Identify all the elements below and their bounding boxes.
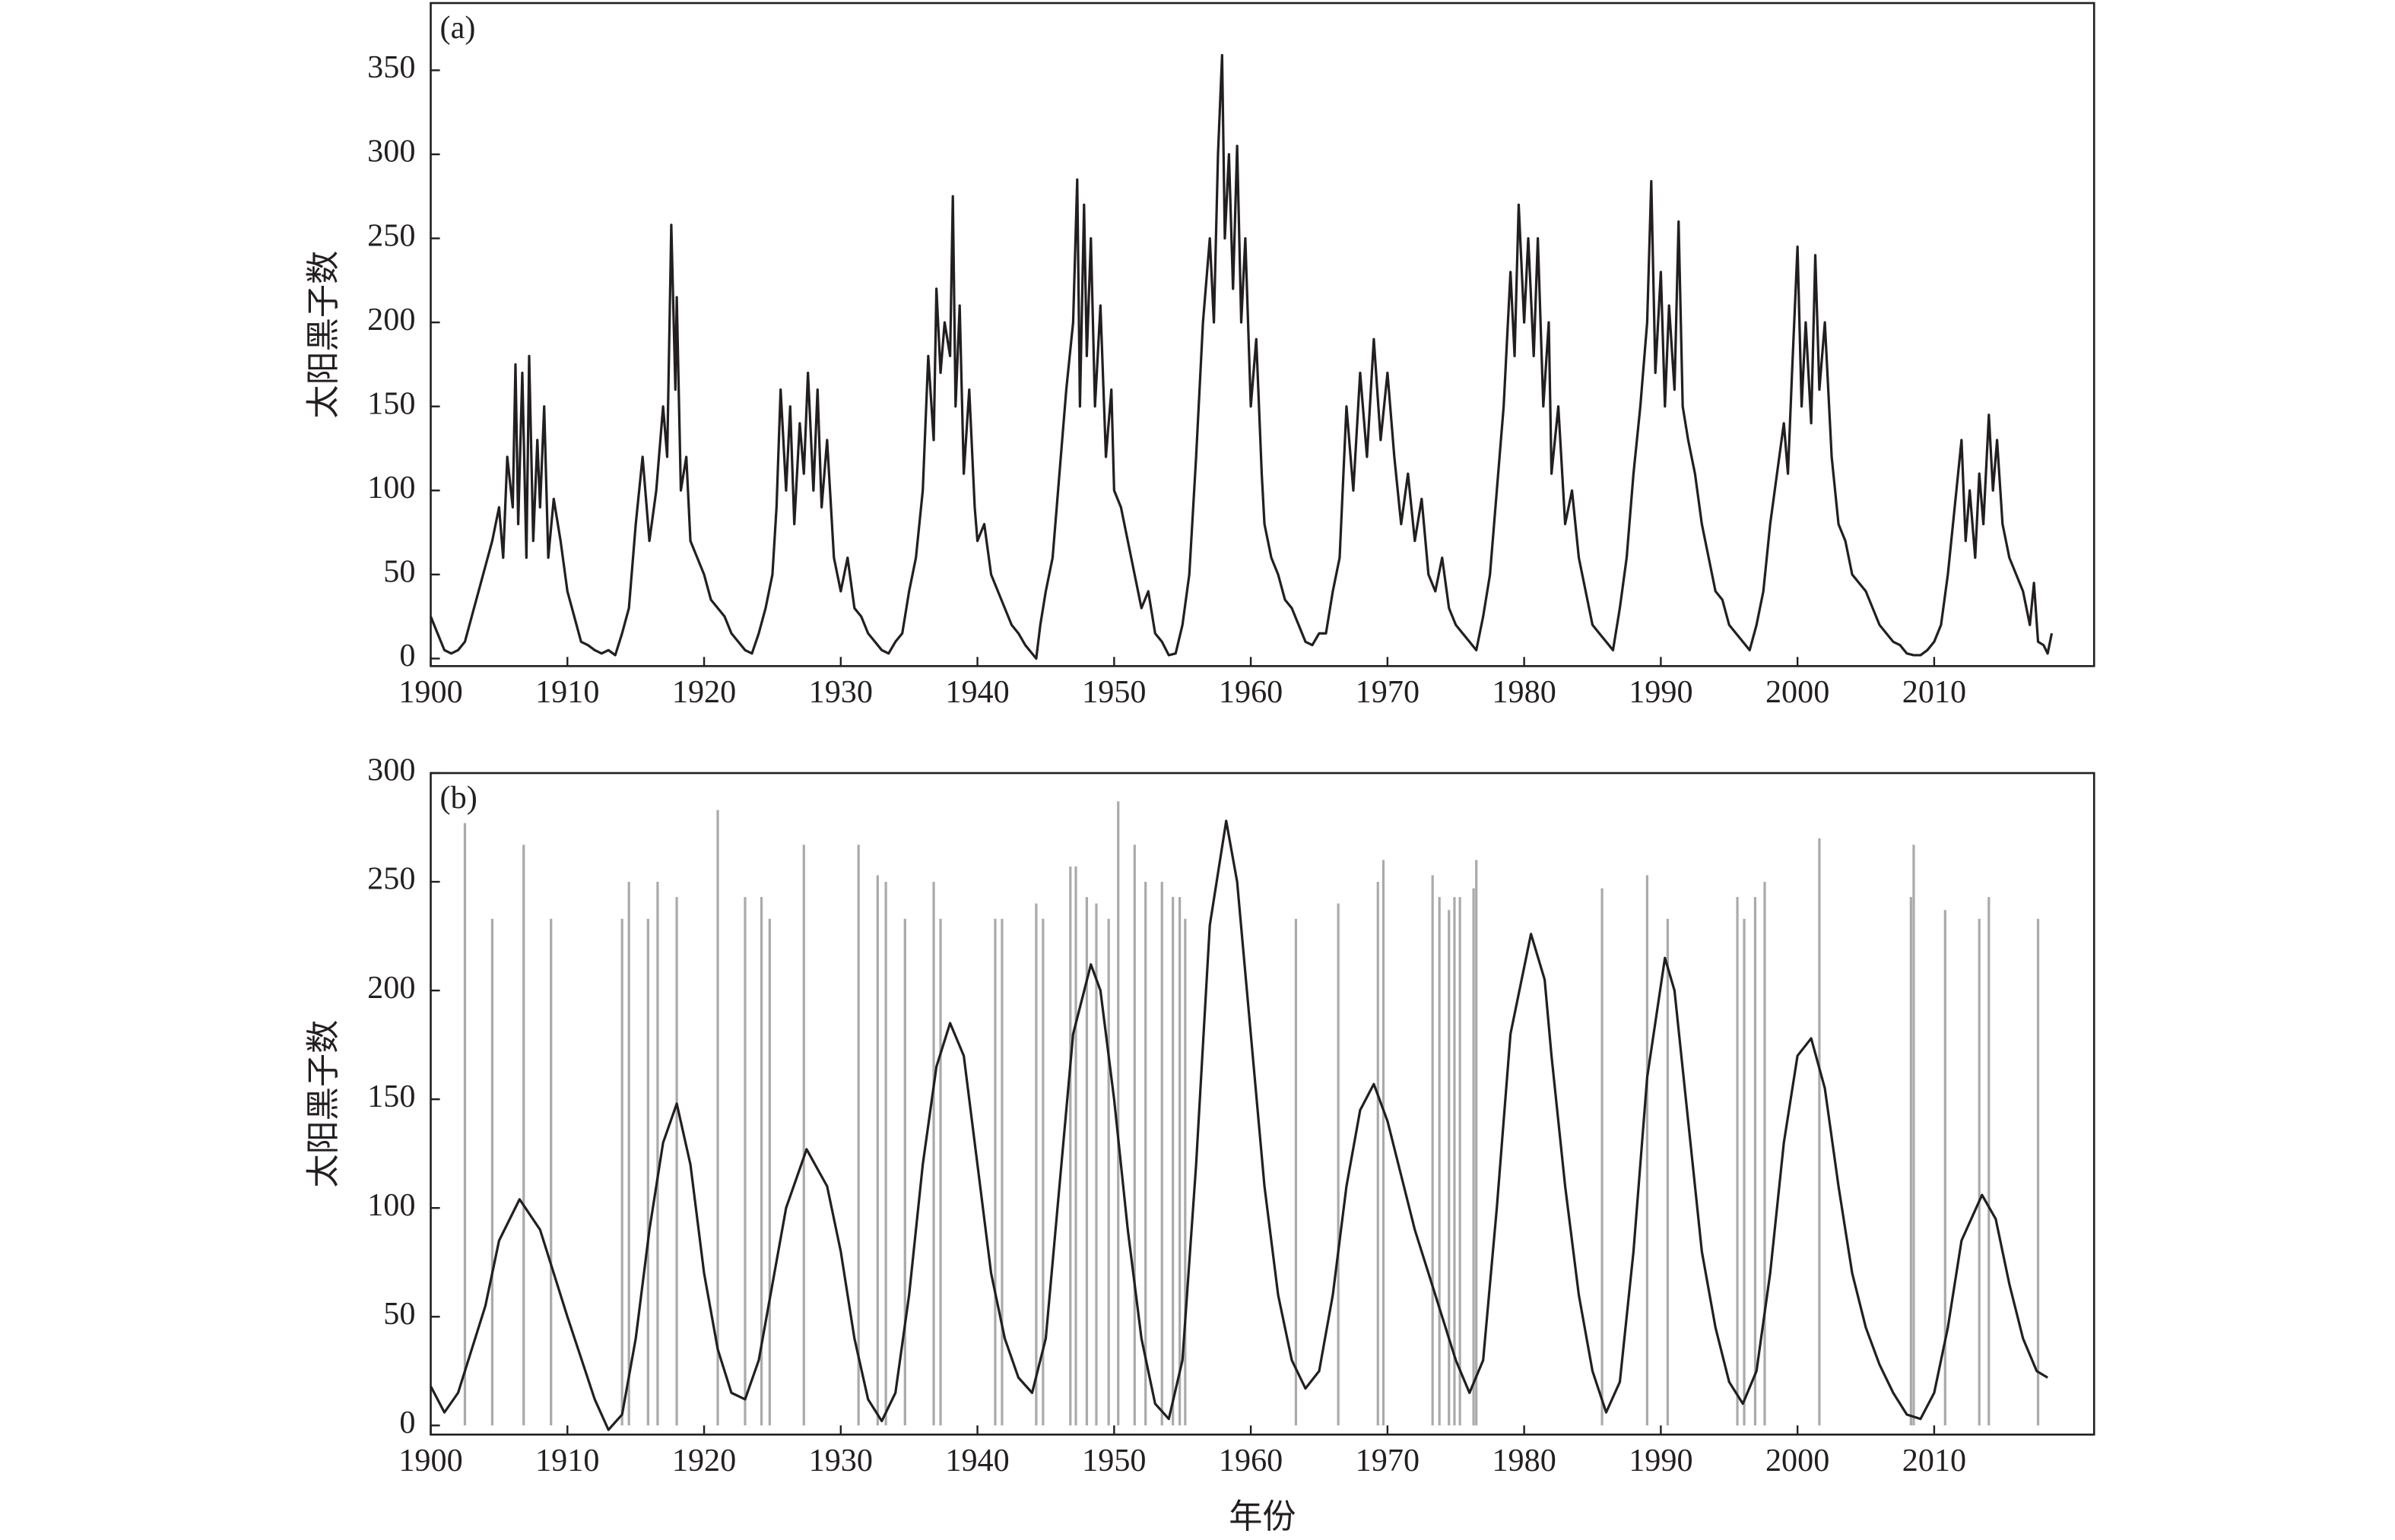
y-tick-label: 100	[367, 470, 415, 505]
y-tick-label: 100	[367, 1187, 415, 1223]
panel: 0 50 100 150 200 250 300 1900 1910 1920 1930 1940 19…	[304, 753, 2095, 1536]
x-tick-label: 1960	[1219, 1443, 1283, 1478]
x-tick-label: 1950	[1082, 674, 1146, 710]
panel-label: (a)	[440, 10, 476, 46]
x-tick-label: 2010	[1902, 674, 1966, 710]
y-tick-label: 150	[367, 385, 415, 421]
x-tick-label: 1900	[398, 1443, 462, 1478]
x-tick-label: 1990	[1629, 674, 1692, 710]
x-tick-label: 1980	[1492, 1443, 1556, 1478]
x-tick-label: 1940	[945, 674, 1009, 710]
x-tick-label: 1910	[535, 674, 599, 710]
y-tick-label: 50	[383, 553, 415, 589]
x-tick-label: 1900	[398, 674, 462, 710]
plot-frame	[430, 772, 2095, 1436]
y-tick-label: 50	[383, 1296, 415, 1332]
x-tick-label: 1970	[1356, 674, 1420, 710]
y-tick-label: 200	[367, 302, 415, 337]
x-tick-label: 1970	[1356, 1443, 1420, 1478]
x-tick-label: 1980	[1492, 674, 1556, 710]
y-tick-label: 300	[367, 134, 415, 170]
y-axis-title: 太阳黑子数	[304, 251, 343, 419]
x-tick-label: 1920	[672, 1443, 736, 1478]
x-tick-label: 2000	[1765, 674, 1829, 710]
x-tick-label: 1920	[672, 674, 736, 710]
x-tick-label: 1950	[1082, 1443, 1146, 1478]
y-tick-label: 250	[367, 217, 415, 253]
panel: 0 50 100 150 200 250 300 350 1900 1910 1920 1930 194…	[304, 2, 2095, 710]
data-line	[430, 53, 2054, 660]
x-tick-label: 1930	[809, 674, 873, 710]
y-tick-label: 300	[367, 753, 415, 788]
x-tick-label: 2000	[1765, 1443, 1829, 1478]
x-tick-label: 2010	[1902, 1443, 1966, 1478]
y-tick-label: 200	[367, 970, 415, 1006]
data-line	[430, 819, 2048, 1431]
y-tick-label: 0	[399, 1405, 415, 1440]
y-tick-label: 150	[367, 1079, 415, 1114]
y-tick-label: 250	[367, 861, 415, 897]
y-axis-title: 太阳黑子数	[304, 1020, 343, 1188]
x-tick-label: 1940	[945, 1443, 1009, 1478]
panel-label: (b)	[440, 780, 477, 816]
y-tick-label: 0	[399, 638, 415, 673]
x-tick-label: 1990	[1629, 1443, 1692, 1478]
x-tick-label: 1910	[535, 1443, 599, 1478]
x-axis-title: 年份	[1229, 1497, 1296, 1536]
x-tick-label: 1930	[809, 1443, 873, 1478]
y-tick-label: 350	[367, 49, 415, 85]
plot-frame	[430, 2, 2095, 667]
x-tick-label: 1960	[1219, 674, 1283, 710]
